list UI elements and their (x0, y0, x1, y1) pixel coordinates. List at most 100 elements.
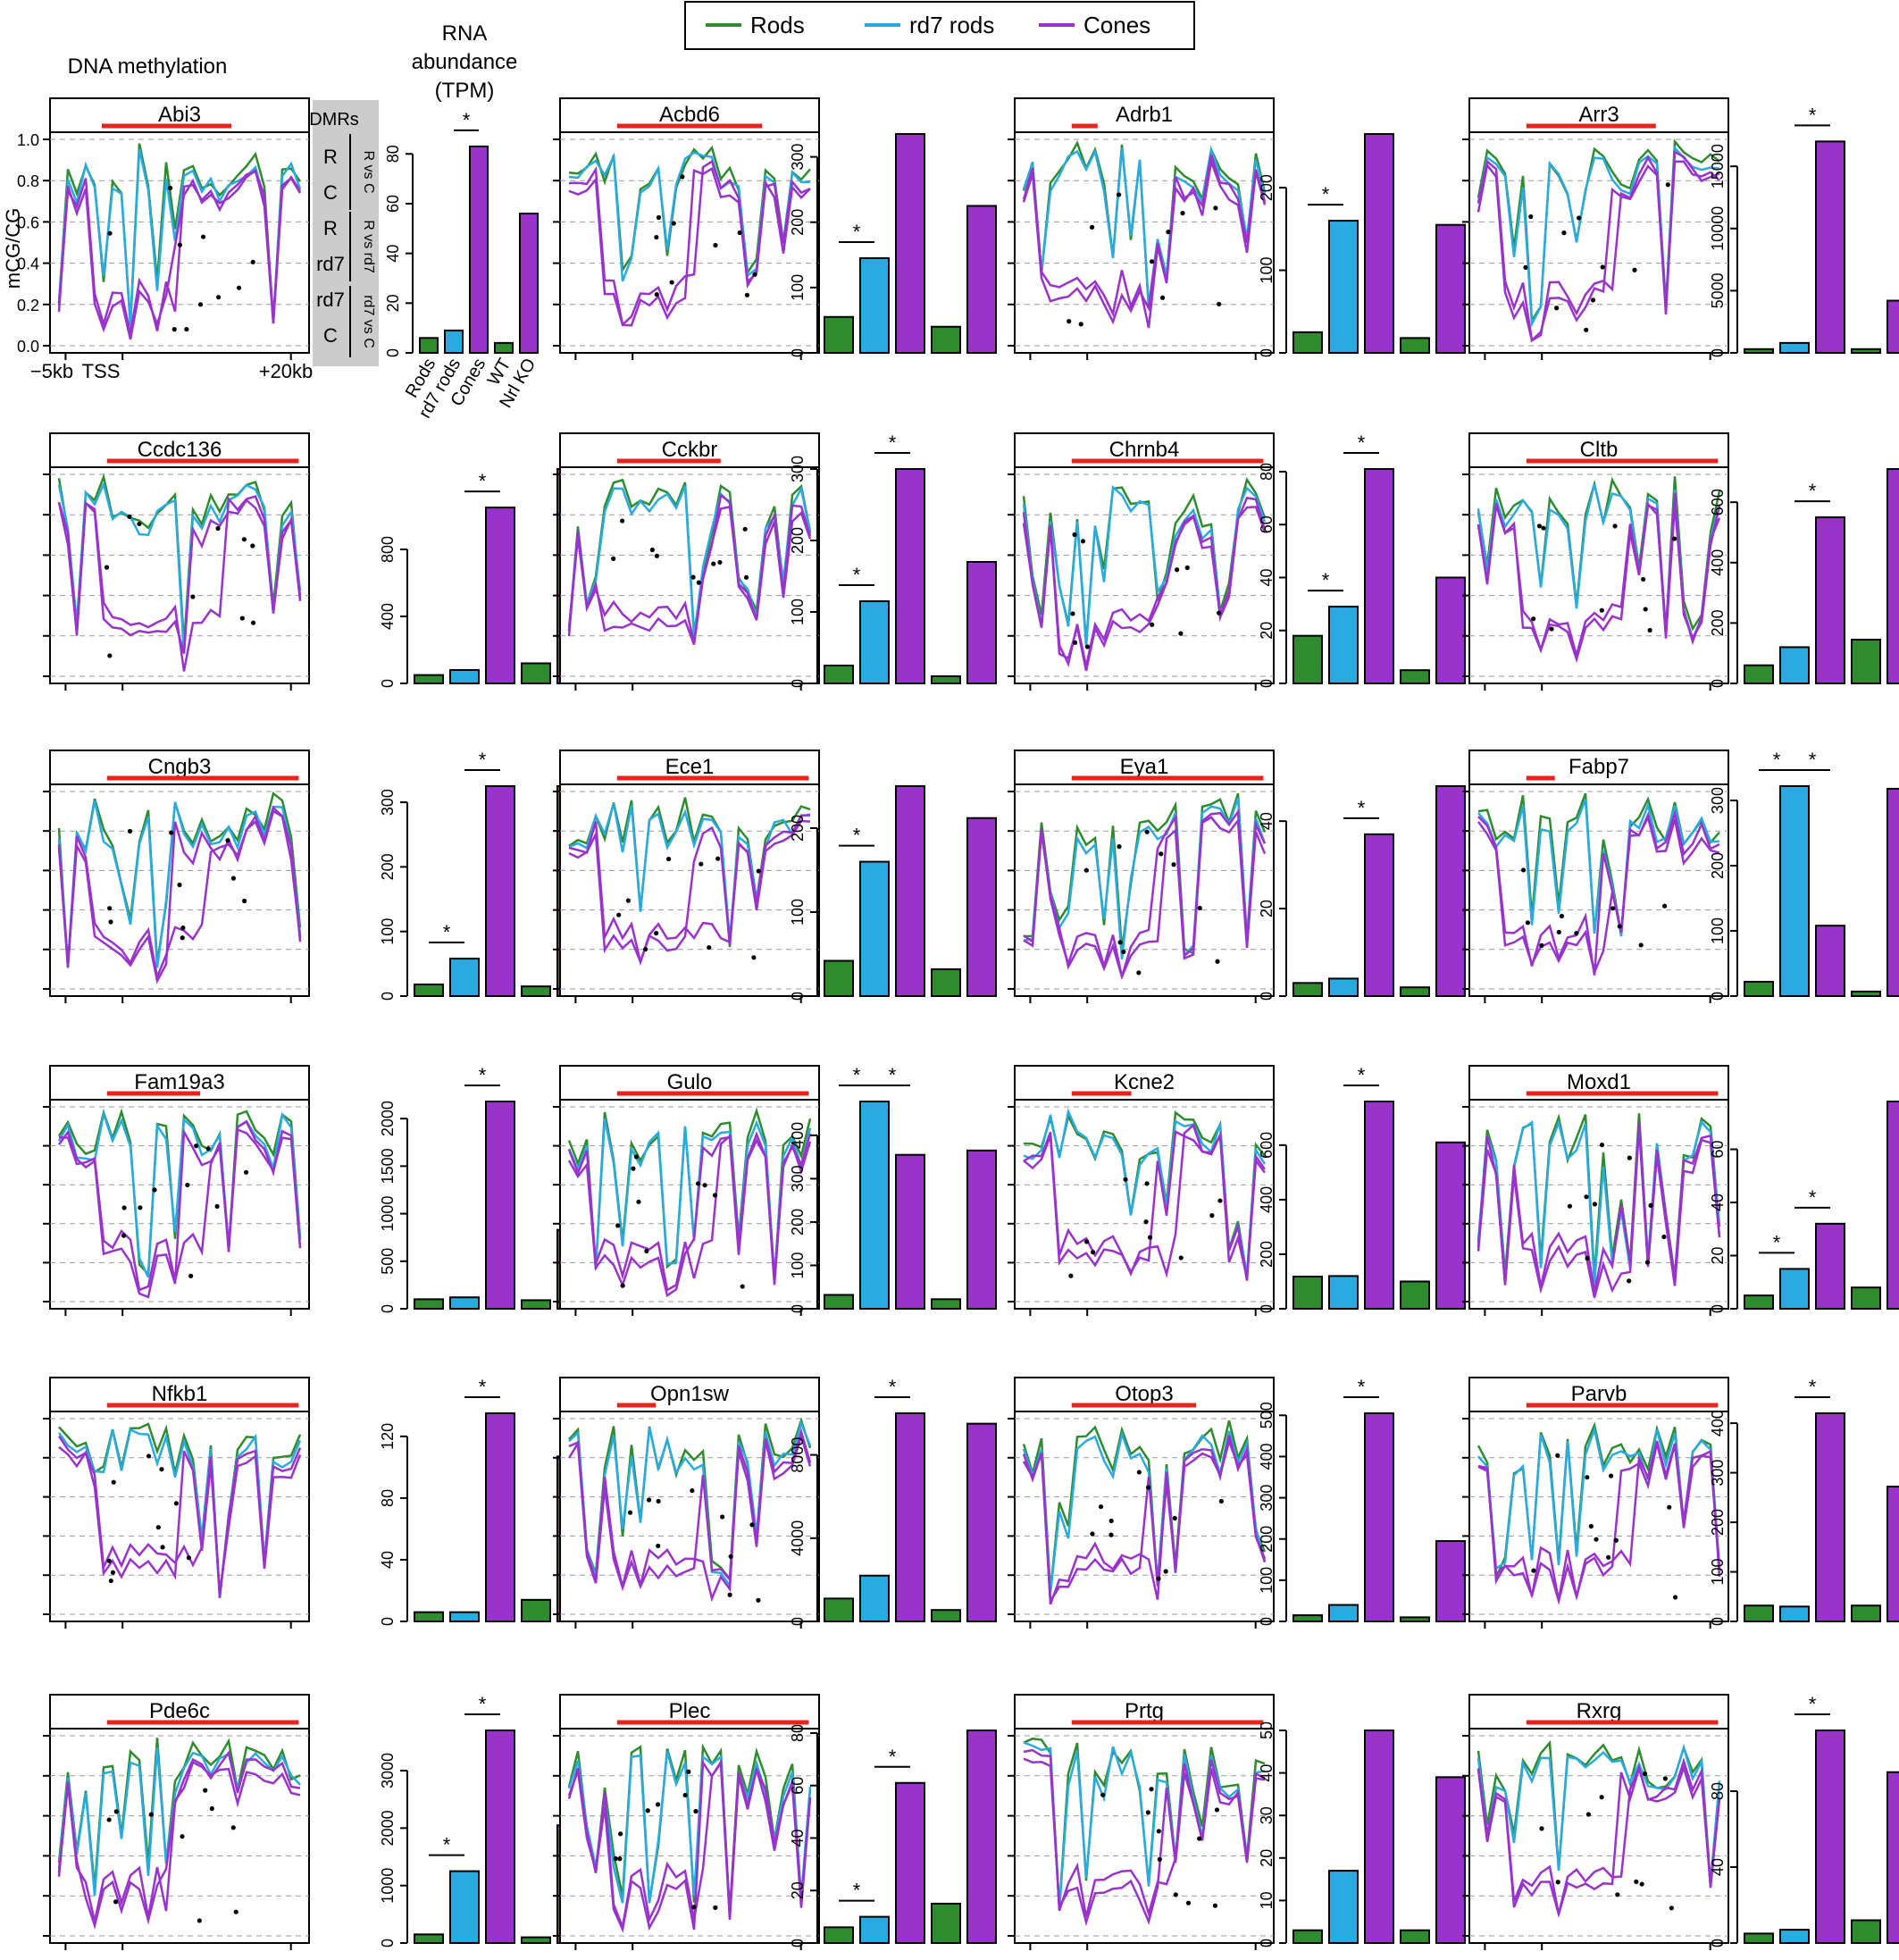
significance-star: * (889, 1376, 897, 1398)
dmr-dot (110, 1570, 116, 1575)
significance-star: * (1773, 749, 1781, 771)
dmr-dot (636, 1199, 641, 1204)
bar-y-tick-label: 40 (384, 245, 402, 263)
bar-rd7-rods (449, 1870, 480, 1944)
dmr-dot (1180, 211, 1185, 216)
bar-y-tick-label: 300 (789, 1165, 807, 1192)
bar-y-tick-label: 0 (379, 1304, 397, 1313)
methylation-trace-3 (57, 809, 302, 984)
gene-panel-ccdc136: Ccdc136 0 400 800 * (43, 432, 587, 691)
dmr-dot (740, 1284, 745, 1289)
dmr-dot (1669, 1906, 1674, 1911)
dmr-dot (104, 565, 110, 570)
dmr-dot (185, 1182, 190, 1188)
bar-y-tick-label: 0 (379, 1939, 397, 1947)
bar-rods (414, 674, 444, 684)
bar-nrl-ko (1886, 787, 1899, 997)
dmr-dot (1599, 607, 1604, 613)
dmr-dot (1585, 1812, 1591, 1817)
dmr-dot (1672, 1595, 1678, 1600)
dmr-dot (1536, 524, 1543, 529)
bar-wt (1851, 348, 1881, 354)
dmr-dot (743, 574, 749, 580)
methylation-trace-3 (1023, 1757, 1266, 1927)
dmr-dot (1108, 1532, 1114, 1537)
dmr-dot (1197, 905, 1202, 911)
dmr-dot (752, 272, 757, 277)
dmr-dot (1080, 539, 1086, 544)
dmr-dot (1523, 264, 1528, 270)
dmr-key-group: rd7 vs C (361, 295, 376, 348)
bar-y-tick-label: 400 (1709, 1410, 1727, 1436)
dmr-dot (148, 1812, 154, 1817)
bar-y-tick-label: 2000 (379, 1101, 397, 1136)
dmr-dot (1159, 295, 1166, 300)
gene-panel-adrb1: Adrb1 0 100 200 * (1008, 97, 1466, 360)
dmr-dot (620, 1283, 625, 1288)
methylation-trace-1 (57, 1747, 301, 1897)
dmr-dot (751, 955, 757, 960)
gene-panel-otop3: Otop3 0 100 200 300 400 500 * (1008, 1376, 1466, 1629)
dmr-dot (1541, 525, 1546, 531)
bar-y-tick-label: 200 (1709, 852, 1727, 879)
gene-name: Fabp7 (1569, 755, 1629, 779)
gene-name: Eya1 (1120, 755, 1169, 779)
significance-star: * (1809, 104, 1817, 126)
dmr-dot (214, 1203, 220, 1210)
methylation-trace-3 (568, 819, 811, 966)
bar-y-tick-label: 80 (1709, 1782, 1727, 1800)
gene-name: Fam19a3 (134, 1070, 224, 1094)
methylation-plot-area (1014, 1099, 1275, 1310)
dmr-dot (1584, 327, 1589, 332)
gene-panel-cckbr: Cckbr 0 100 200 300 * * (553, 431, 997, 691)
gene-panel-eya1: Eya1 0 20 40 * (1008, 750, 1466, 1003)
significance-star: * (1322, 183, 1330, 205)
significance-star: * (1358, 1376, 1366, 1398)
bar-y-tick-label: 500 (379, 1248, 397, 1275)
dmr-dot (1172, 1515, 1177, 1521)
dmr-dot (1123, 1177, 1128, 1182)
bar-rods (1744, 1932, 1774, 1944)
methylation-y-tick-label: 0.8 (17, 172, 39, 190)
dmr-dot (190, 594, 196, 599)
bar-y-tick-label: 10 (1258, 1891, 1276, 1909)
bar-y-tick-label: 100 (789, 274, 807, 301)
dmr-dot (138, 1205, 143, 1210)
dmr-dot (611, 556, 616, 561)
dmr-key-row: rd7 (316, 289, 345, 311)
dmr-dot (1217, 610, 1222, 616)
bar-y-tick-label: 120 (379, 1423, 397, 1450)
significance-star: * (443, 1834, 451, 1856)
dmr-dot (1171, 862, 1176, 867)
bar-y-tick-label: 0 (1709, 1304, 1727, 1313)
methylation-trace-3 (1477, 1764, 1721, 1919)
dmr-dot (618, 1831, 623, 1837)
dmr-dot (1539, 942, 1544, 948)
dmr-dot (1600, 264, 1605, 270)
dmr-dot (1556, 929, 1561, 935)
dmr-dot (742, 526, 748, 532)
gene-name: Opn1sw (650, 1382, 730, 1406)
gene-panel-acbd6: Acbd6 0 100 200 300 * (553, 97, 997, 360)
dmr-dot (1642, 1771, 1648, 1777)
dmr-dot (1072, 532, 1077, 538)
dmr-dot (613, 1855, 618, 1862)
dmr-dot (1661, 1234, 1667, 1240)
bar-rods (824, 665, 854, 684)
gene-name: Cltb (1580, 438, 1619, 462)
dmr-dot (633, 1154, 639, 1160)
methylation-trace-2 (1022, 497, 1267, 667)
dmr-dot (645, 1808, 650, 1813)
gene-panel-parvb: Parvb 0 100 200 300 400 * (1462, 1376, 1899, 1629)
dmr-dot (1156, 1829, 1161, 1834)
dmr-dot (1549, 626, 1554, 632)
dmr-dot (1175, 567, 1180, 573)
significance-star: * (853, 564, 861, 586)
dmr-dot (707, 944, 712, 951)
dmr-dot (205, 1146, 211, 1152)
bar-rods (414, 983, 444, 998)
bar-rods (1744, 664, 1774, 685)
dmr-dot (169, 830, 174, 835)
bar-y-tick-label: 200 (1709, 1509, 1727, 1536)
